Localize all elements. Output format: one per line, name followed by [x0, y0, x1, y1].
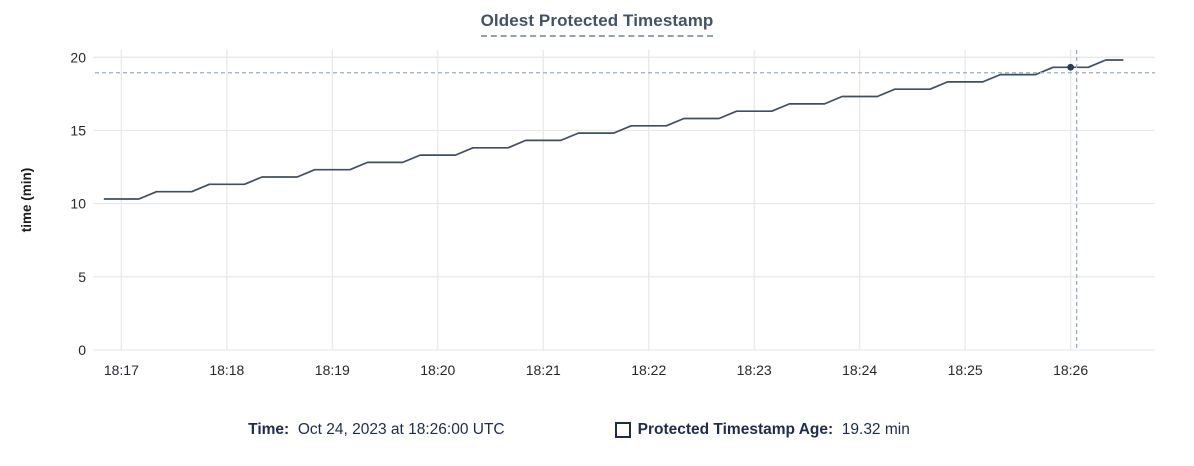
x-tick-label: 18:19 — [315, 362, 350, 378]
hover-time-label: Time: — [248, 421, 290, 438]
x-tick-label: 18:25 — [948, 362, 983, 378]
hover-series-label: Protected Timestamp Age: — [637, 421, 834, 438]
y-tick-label: 20 — [70, 49, 86, 65]
chart-title[interactable]: Oldest Protected Timestamp — [480, 11, 714, 37]
x-tick-label: 18:24 — [842, 362, 877, 378]
hover-series-item: Protected Timestamp Age: 19.32 min — [614, 421, 910, 439]
hover-series-value: 19.32 min — [833, 421, 910, 438]
x-tick-label: 18:22 — [631, 362, 666, 378]
y-axis-label: time (min) — [19, 168, 34, 233]
y-tick-label: 0 — [78, 342, 86, 358]
x-tick-label: 18:21 — [526, 362, 561, 378]
x-tick-label: 18:26 — [1053, 362, 1088, 378]
x-tick-label: 18:17 — [104, 362, 139, 378]
series-checkbox[interactable] — [614, 422, 631, 438]
y-tick-label: 10 — [70, 196, 86, 212]
hover-time-item: Time: Oct 24, 2023 at 18:26:00 UTC — [248, 421, 504, 439]
chart-title-row: Oldest Protected Timestamp — [0, 11, 1194, 37]
hover-legend: Time: Oct 24, 2023 at 18:26:00 UTC Prote… — [0, 421, 1176, 439]
series-line — [103, 59, 1124, 200]
hover-point-marker — [1067, 63, 1075, 71]
x-tick-label: 18:23 — [737, 362, 772, 378]
x-tick-label: 18:20 — [420, 362, 455, 378]
y-tick-label: 15 — [70, 122, 86, 138]
hover-time-value: Oct 24, 2023 at 18:26:00 UTC — [289, 421, 505, 438]
x-tick-label: 18:18 — [209, 362, 244, 378]
y-tick-label: 5 — [78, 269, 86, 285]
